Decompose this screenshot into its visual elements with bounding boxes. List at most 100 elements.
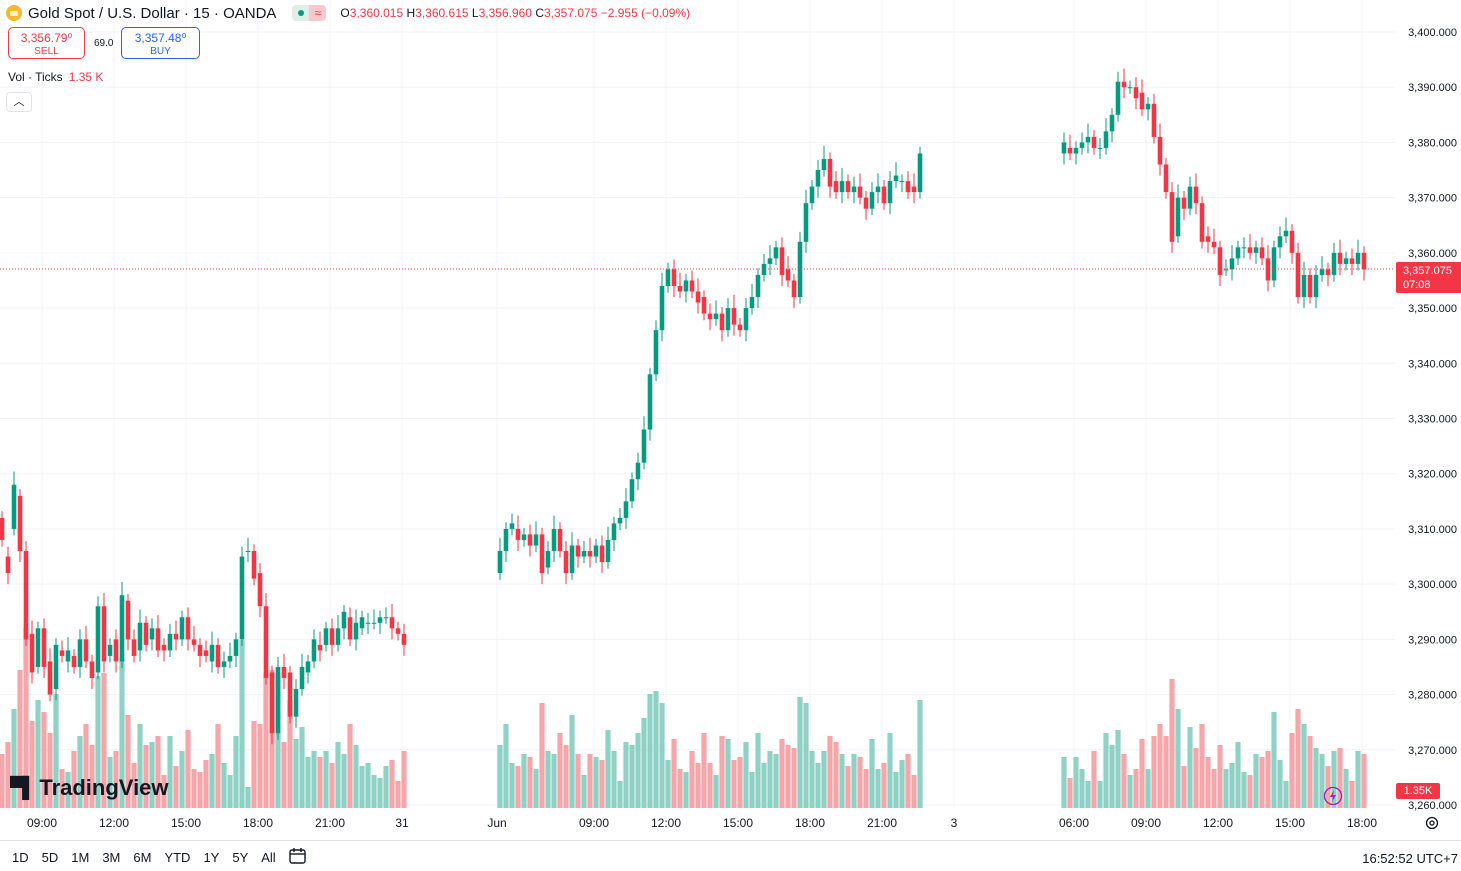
candle-body bbox=[521, 534, 527, 540]
volume-bar bbox=[173, 766, 179, 808]
clock[interactable]: 16:52:52 UTC+7 bbox=[1362, 851, 1458, 866]
volume-bar bbox=[95, 676, 101, 808]
candle-body bbox=[893, 175, 899, 182]
volume-bar bbox=[359, 766, 365, 808]
range-button-3m[interactable]: 3M bbox=[102, 850, 121, 865]
candle-body bbox=[875, 186, 881, 193]
volume-bar bbox=[167, 736, 173, 808]
volume-bar bbox=[65, 772, 71, 808]
volume-bar bbox=[581, 775, 587, 808]
x-tick-label: 06:00 bbox=[1059, 816, 1089, 830]
volume-bar bbox=[569, 715, 575, 808]
volume-bar bbox=[515, 766, 521, 808]
range-button-1d[interactable]: 1D bbox=[12, 850, 29, 865]
volume-bar bbox=[527, 757, 533, 808]
x-tick-label: 12:00 bbox=[99, 816, 129, 830]
volume-bar bbox=[47, 733, 53, 808]
candle-body bbox=[1133, 87, 1139, 99]
volume-bar bbox=[617, 781, 623, 808]
candle-body bbox=[605, 539, 611, 563]
volume-bar bbox=[29, 721, 35, 808]
volume-bar bbox=[53, 694, 59, 808]
sell-label: SELL bbox=[34, 46, 59, 57]
candle-body bbox=[737, 324, 743, 331]
market-open-icon bbox=[297, 10, 304, 16]
candle-body bbox=[155, 628, 161, 651]
candle-body bbox=[1169, 192, 1175, 242]
volume-bar bbox=[599, 760, 605, 808]
volume-bar bbox=[221, 763, 227, 808]
x-tick-label: 09:00 bbox=[579, 816, 609, 830]
volume-bar bbox=[731, 760, 737, 808]
volume-bar bbox=[1241, 772, 1247, 808]
candle-body bbox=[575, 545, 581, 557]
range-button-5d[interactable]: 5D bbox=[41, 850, 59, 865]
candle-body bbox=[0, 517, 5, 540]
candle-body bbox=[347, 617, 353, 640]
x-tick-label: 09:00 bbox=[27, 816, 57, 830]
volume-bar bbox=[1217, 745, 1223, 808]
candle-body bbox=[47, 661, 53, 695]
volume-bar bbox=[1235, 742, 1241, 808]
candle-body bbox=[683, 280, 689, 292]
range-button-ytd[interactable]: YTD bbox=[164, 850, 191, 865]
collapse-legend-button[interactable]: ︿ bbox=[6, 92, 32, 112]
settings-gear-icon[interactable] bbox=[1424, 815, 1440, 831]
price-axis[interactable]: 3,260.000 3,270.000 3,280.000 3,290.000 3,30… bbox=[1408, 27, 1457, 812]
range-button-1y[interactable]: 1Y bbox=[203, 850, 220, 865]
tradingview-logo[interactable]: ▀▌ TradingView bbox=[10, 775, 169, 801]
y-tick-label: 3,290.000 bbox=[1408, 634, 1457, 646]
candle-body bbox=[305, 661, 311, 673]
candle-body bbox=[1187, 186, 1193, 209]
symbol-title[interactable]: Gold Spot / U.S. Dollar · 15 · OANDA bbox=[28, 4, 277, 22]
volume-bar bbox=[1127, 775, 1133, 808]
candle-body bbox=[1079, 142, 1085, 148]
candle-body bbox=[353, 622, 359, 640]
range-button-1m[interactable]: 1M bbox=[71, 850, 90, 865]
volume-bar bbox=[1361, 754, 1367, 808]
candle-body bbox=[725, 308, 731, 331]
y-tick-label: 3,280.000 bbox=[1408, 690, 1457, 702]
candle-body bbox=[395, 628, 401, 634]
volume-bar bbox=[767, 751, 773, 808]
lightning-icon[interactable] bbox=[1323, 786, 1343, 806]
buy-button[interactable]: 3,357.48⁰ BUY bbox=[121, 27, 200, 59]
volume-bar bbox=[305, 757, 311, 808]
volume-bar bbox=[401, 751, 407, 808]
x-tick-label: 15:00 bbox=[723, 816, 753, 830]
candle-body bbox=[1139, 92, 1145, 110]
market-status-pill[interactable]: ≈ bbox=[292, 5, 327, 21]
candle-body bbox=[11, 484, 17, 529]
candle-body bbox=[65, 650, 71, 662]
candle-body bbox=[101, 606, 107, 662]
time-axis[interactable]: 09:00 12:00 15:00 18:00 21:00 31 Jun 09:00 12:00… bbox=[27, 816, 1377, 830]
volume-bar bbox=[161, 775, 167, 808]
candle-body bbox=[701, 297, 707, 314]
x-tick-label: 3 bbox=[951, 816, 958, 830]
volume-legend[interactable]: Vol · Ticks 1.35 K bbox=[8, 70, 103, 84]
price-chart[interactable]: 3,260.000 3,270.000 3,280.000 3,290.000 3,30… bbox=[0, 0, 1461, 840]
volume-bar bbox=[1337, 748, 1343, 808]
candle-body bbox=[749, 297, 755, 309]
range-button-5y[interactable]: 5Y bbox=[232, 850, 249, 865]
volume-bar bbox=[737, 757, 743, 808]
volume-bar bbox=[89, 745, 95, 808]
volume-bar bbox=[851, 754, 857, 808]
range-button-6m[interactable]: 6M bbox=[133, 850, 152, 865]
candle-body bbox=[29, 633, 35, 673]
volume-bar bbox=[755, 733, 761, 808]
calendar-goto-icon[interactable] bbox=[288, 847, 308, 865]
volume-bar bbox=[257, 724, 263, 808]
volume-bar bbox=[791, 748, 797, 808]
volume-bar bbox=[1193, 748, 1199, 808]
volume-bar bbox=[1133, 769, 1139, 808]
range-button-all[interactable]: All bbox=[261, 850, 276, 865]
candle-body bbox=[635, 462, 641, 480]
candle-body bbox=[599, 545, 605, 563]
volume-bar bbox=[911, 775, 917, 808]
candle-body bbox=[257, 573, 263, 607]
candle-body bbox=[1121, 81, 1127, 88]
x-tick-label: 09:00 bbox=[1131, 816, 1161, 830]
volume-bar bbox=[1205, 757, 1211, 808]
sell-button[interactable]: 3,356.79⁰ SELL bbox=[8, 27, 85, 59]
